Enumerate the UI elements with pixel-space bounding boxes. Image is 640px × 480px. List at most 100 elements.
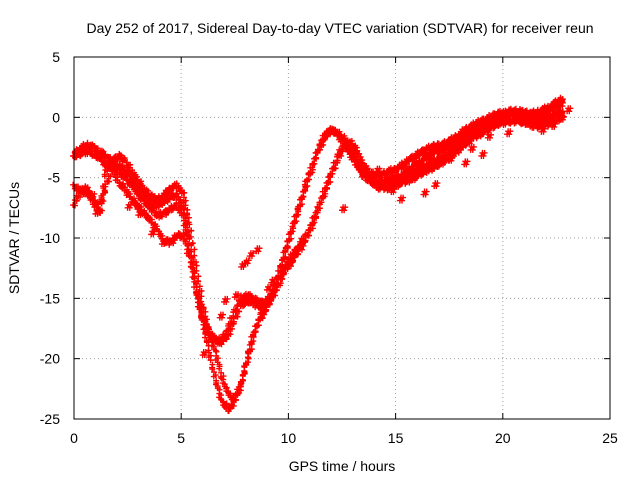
data-point <box>73 198 80 205</box>
data-point <box>400 194 407 201</box>
data-point <box>270 291 277 298</box>
y-tick-label: -20 <box>40 351 60 367</box>
data-point <box>90 193 97 200</box>
data-point <box>271 286 278 293</box>
data-point <box>412 174 419 181</box>
data-point <box>480 130 487 137</box>
data-point <box>223 298 230 305</box>
data-point <box>423 188 430 195</box>
data-point <box>184 231 191 238</box>
data-point <box>162 238 169 245</box>
data-point <box>434 180 441 187</box>
data-point <box>422 191 429 198</box>
data-point <box>325 179 332 186</box>
data-point <box>224 295 231 302</box>
data-point <box>72 202 79 209</box>
data-point <box>469 146 476 153</box>
data-point <box>240 263 247 270</box>
data-point <box>405 158 412 165</box>
data-point <box>375 168 382 175</box>
data-point <box>191 278 198 285</box>
data-point <box>540 128 547 135</box>
data-point <box>323 185 330 192</box>
data-point <box>552 120 559 127</box>
data-point <box>384 174 391 181</box>
data-point <box>566 108 573 115</box>
data-point <box>282 263 289 270</box>
data-point <box>203 325 210 332</box>
data-point <box>127 201 134 208</box>
data-points <box>70 94 574 415</box>
data-point <box>327 171 334 178</box>
data-point <box>202 349 209 356</box>
data-point <box>233 294 240 301</box>
data-point <box>241 302 248 309</box>
data-point <box>435 163 442 170</box>
data-point <box>314 207 321 214</box>
data-point <box>227 405 234 412</box>
y-tick-label: -5 <box>48 170 61 186</box>
data-point <box>337 148 344 155</box>
data-point <box>551 123 558 130</box>
data-point <box>187 263 194 270</box>
data-point <box>297 243 304 250</box>
data-point <box>100 198 107 205</box>
data-point <box>286 237 293 244</box>
data-point <box>138 209 145 216</box>
data-point <box>411 177 418 184</box>
data-point <box>486 134 493 141</box>
data-point <box>304 177 311 184</box>
data-point <box>448 157 455 164</box>
data-point <box>275 280 282 287</box>
data-point <box>385 171 392 178</box>
data-point <box>341 207 348 214</box>
data-point <box>234 313 241 320</box>
data-point <box>169 206 176 213</box>
data-point <box>318 142 325 149</box>
y-axis-label: SDTVAR / TECUs <box>6 182 22 294</box>
data-point <box>150 231 157 238</box>
x-axis-label: GPS time / hours <box>289 458 396 474</box>
data-point <box>298 240 305 247</box>
data-point <box>220 311 227 318</box>
data-point <box>253 323 260 330</box>
data-point <box>298 195 305 202</box>
chart-title: Day 252 of 2017, Sidereal Day-to-day VTE… <box>86 20 593 36</box>
data-point <box>284 245 291 252</box>
data-point <box>84 184 91 191</box>
data-point <box>342 204 349 211</box>
data-point <box>182 226 189 233</box>
data-point <box>259 311 266 318</box>
data-point <box>216 365 223 372</box>
data-point <box>354 147 361 154</box>
data-point <box>330 165 337 172</box>
data-point <box>257 314 264 321</box>
data-point <box>175 193 182 200</box>
data-point <box>212 372 219 379</box>
data-point <box>158 213 165 220</box>
data-point <box>535 117 542 124</box>
data-point <box>488 131 495 138</box>
data-point <box>232 396 239 403</box>
data-point <box>247 348 254 355</box>
data-point <box>137 212 144 219</box>
data-point <box>302 238 309 245</box>
x-tick-label: 0 <box>70 430 78 446</box>
y-tick-label: -10 <box>40 230 60 246</box>
y-tick-label: 5 <box>52 49 60 65</box>
data-point <box>280 255 287 262</box>
data-point <box>186 253 193 260</box>
data-point <box>191 273 198 280</box>
data-point <box>390 189 397 196</box>
data-point <box>534 120 541 127</box>
data-point <box>203 338 210 345</box>
data-point <box>267 283 274 290</box>
data-point <box>181 212 188 219</box>
data-point <box>293 213 300 220</box>
data-point <box>214 383 221 390</box>
x-tick-label: 10 <box>281 430 297 446</box>
data-point <box>241 260 248 267</box>
data-point <box>332 159 339 166</box>
data-point <box>313 155 320 162</box>
data-point <box>293 248 300 255</box>
